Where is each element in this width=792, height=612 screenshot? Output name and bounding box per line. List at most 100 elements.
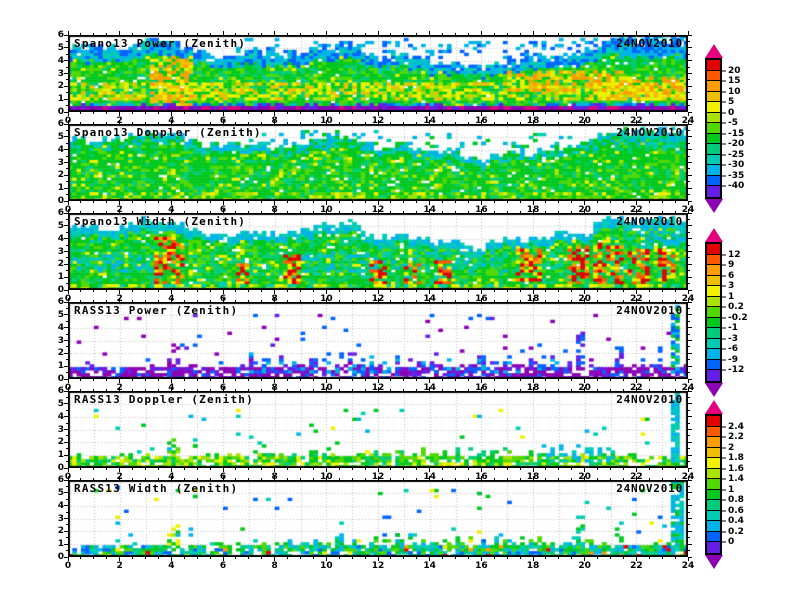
y-minor-tick-right	[688, 320, 690, 322]
x-major-tick-top	[325, 120, 327, 124]
x-minor-tick	[403, 201, 405, 203]
x-minor-tick	[674, 379, 676, 381]
y-minor-tick-right	[688, 40, 690, 42]
x-minor-tick	[455, 379, 456, 381]
x-minor-tick	[80, 379, 82, 381]
panel-spano13-width: Spano13 Width (Zenith) 24NOV2010	[68, 213, 688, 290]
x-minor-tick	[674, 112, 676, 114]
x-minor-tick	[106, 557, 108, 559]
colorbar-arrow-up	[704, 400, 723, 414]
x-tick-label: 10	[320, 561, 333, 571]
x-minor-tick-top	[312, 300, 314, 302]
x-minor-tick	[661, 557, 663, 559]
x-major-tick	[377, 468, 379, 472]
x-minor-tick	[390, 290, 392, 292]
x-major-tick	[170, 201, 172, 205]
y-tick-label: 3	[57, 335, 64, 346]
y-major-tick-right	[688, 98, 692, 100]
x-minor-tick-top	[622, 478, 624, 480]
x-minor-tick	[106, 201, 108, 203]
y-tick-label: 4	[57, 500, 64, 511]
x-minor-tick	[467, 112, 469, 114]
y-tick-label: 6	[57, 119, 64, 129]
y-major-tick	[64, 149, 68, 151]
x-minor-tick-top	[287, 211, 289, 213]
x-minor-tick-top	[648, 211, 650, 213]
x-minor-tick	[235, 201, 237, 203]
y-tick-label: 2	[57, 526, 64, 537]
x-minor-tick-top	[416, 211, 418, 213]
x-major-tick-top	[377, 298, 379, 302]
y-minor-tick-right	[688, 333, 690, 335]
x-minor-tick-top	[364, 33, 366, 35]
x-minor-tick	[493, 557, 495, 559]
x-minor-tick-top	[442, 300, 444, 302]
x-minor-tick	[467, 557, 469, 559]
x-minor-tick-top	[300, 122, 301, 124]
x-minor-tick	[390, 201, 392, 203]
y-tick-label: 1	[57, 272, 64, 283]
x-minor-tick-top	[312, 478, 314, 480]
colorbar-segment	[707, 510, 720, 522]
x-minor-tick-top	[545, 389, 547, 391]
x-minor-tick	[248, 201, 250, 203]
x-major-tick-top	[532, 120, 534, 124]
y-major-tick-right	[688, 111, 692, 113]
y-tick-label: 0	[57, 285, 64, 295]
colorbar-tick-label: 0.2	[728, 302, 744, 313]
x-major-tick	[325, 112, 327, 116]
x-minor-tick-top	[390, 300, 392, 302]
colorbar-segment	[707, 123, 720, 134]
y-tick-label: 1	[57, 183, 64, 194]
panel-date: 24NOV2010	[616, 482, 683, 495]
x-minor-tick-top	[661, 211, 663, 213]
y-minor-tick-right	[688, 181, 690, 183]
y-major-tick-right	[688, 123, 692, 125]
colorbar-tick	[722, 359, 726, 361]
x-minor-tick	[519, 290, 521, 292]
x-minor-tick-top	[571, 300, 573, 302]
x-major-tick-top	[170, 209, 172, 213]
x-minor-tick	[235, 379, 237, 381]
x-minor-tick	[597, 290, 599, 292]
x-minor-tick	[506, 557, 508, 559]
x-minor-tick-top	[403, 122, 405, 124]
x-minor-tick-top	[622, 122, 624, 124]
x-minor-tick	[351, 290, 353, 292]
x-major-tick	[222, 201, 224, 205]
x-minor-tick	[183, 379, 185, 381]
x-minor-tick-top	[467, 122, 469, 124]
x-minor-tick-top	[493, 478, 495, 480]
x-minor-tick-top	[248, 122, 250, 124]
x-minor-tick	[390, 468, 392, 470]
x-minor-tick-top	[416, 300, 418, 302]
x-major-tick	[222, 557, 224, 561]
x-minor-tick-top	[610, 122, 611, 124]
colorbar-arrow-down	[704, 383, 723, 397]
x-major-tick-top	[532, 476, 534, 480]
y-minor-tick-right	[688, 422, 690, 424]
panel-title: Spano13 Power (Zenith)	[74, 37, 247, 50]
x-minor-tick-top	[648, 478, 650, 480]
y-major-tick	[64, 263, 68, 265]
x-minor-tick	[351, 468, 353, 470]
colorbar-tick	[722, 122, 726, 124]
y-major-tick-right	[688, 314, 692, 316]
colorbar-tick-label: -5	[728, 118, 738, 129]
x-minor-tick	[519, 468, 521, 470]
x-minor-tick	[338, 112, 340, 114]
x-minor-tick	[157, 379, 159, 381]
x-minor-tick	[390, 379, 392, 381]
y-major-tick	[64, 441, 68, 443]
x-minor-tick-top	[364, 211, 366, 213]
y-major-tick	[64, 85, 68, 87]
x-minor-tick-top	[519, 389, 521, 391]
x-minor-tick	[300, 201, 301, 203]
x-minor-tick-top	[674, 389, 676, 391]
colorbar-tick-label: 2.4	[728, 421, 744, 432]
y-tick-label: 2	[57, 437, 64, 448]
y-tick-label: 6	[57, 297, 64, 307]
colorbar-tick-label: -15	[728, 128, 745, 139]
panel-rass13-doppler: RASS13 Doppler (Zenith) 24NOV2010	[68, 391, 688, 468]
colorbar-segment	[707, 81, 720, 92]
